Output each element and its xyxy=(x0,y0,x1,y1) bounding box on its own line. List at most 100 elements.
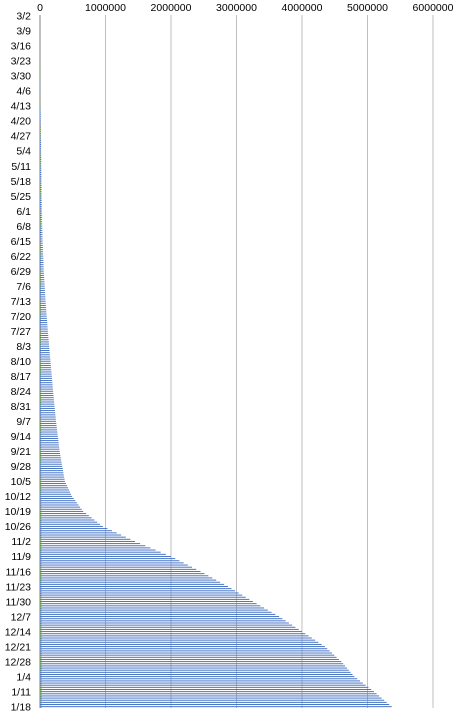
y-tick-label: 4/20 xyxy=(11,116,32,128)
bar xyxy=(40,292,46,294)
bar-secondary xyxy=(40,640,42,642)
bar xyxy=(40,317,47,319)
y-tick-label: 7/13 xyxy=(11,296,32,308)
y-tick-label: 12/28 xyxy=(5,656,31,668)
bar xyxy=(40,225,43,227)
y-tick-label: 10/19 xyxy=(5,506,31,518)
bar xyxy=(40,562,184,564)
y-tick-label: 7/27 xyxy=(11,326,32,338)
bar-secondary xyxy=(40,396,42,397)
bar xyxy=(40,144,42,146)
bar-secondary xyxy=(40,361,42,363)
bar xyxy=(40,673,353,675)
bar-secondary xyxy=(40,571,42,573)
bar xyxy=(40,586,228,587)
bar xyxy=(40,176,42,178)
bar xyxy=(40,384,53,386)
bar-secondary xyxy=(40,629,42,631)
y-tick-label: 12/14 xyxy=(5,626,31,638)
bar xyxy=(40,433,58,435)
bar xyxy=(40,463,62,465)
y-tick-label: 5/4 xyxy=(16,146,31,158)
gridlines xyxy=(39,15,434,708)
bar xyxy=(40,309,47,311)
bar xyxy=(40,549,156,551)
bar xyxy=(40,195,42,197)
bar-secondary xyxy=(40,342,41,344)
bar-secondary xyxy=(40,700,42,702)
bar-secondary xyxy=(40,323,41,324)
bar-secondary xyxy=(40,451,42,453)
bar xyxy=(40,167,42,169)
bar xyxy=(40,442,59,444)
bar xyxy=(40,395,54,397)
bar-secondary xyxy=(40,468,42,470)
bar-secondary xyxy=(40,335,41,337)
bar xyxy=(40,206,42,208)
bar-secondary xyxy=(40,408,42,410)
y-tick-label: 4/6 xyxy=(16,86,31,98)
bar xyxy=(40,171,42,173)
bar-secondary xyxy=(40,447,42,449)
bar xyxy=(40,159,42,161)
y-tick-label: 8/31 xyxy=(11,401,32,413)
bar-secondary xyxy=(40,254,41,256)
bars xyxy=(40,16,392,708)
bar-secondary xyxy=(40,346,42,348)
bar xyxy=(40,156,42,158)
bar xyxy=(40,124,41,126)
bar-secondary xyxy=(40,190,41,191)
bar-secondary xyxy=(40,698,42,700)
bar xyxy=(40,362,51,364)
bar-secondary xyxy=(40,303,41,305)
bar-secondary xyxy=(40,589,42,590)
bar xyxy=(40,682,363,684)
bar-secondary xyxy=(40,320,41,322)
bar xyxy=(40,401,55,403)
bar xyxy=(40,332,49,334)
bar-secondary xyxy=(40,275,41,277)
bar-secondary xyxy=(40,310,41,311)
bar-secondary xyxy=(40,664,42,665)
bar-secondary xyxy=(40,237,41,238)
bar-secondary xyxy=(40,659,42,661)
bar xyxy=(40,450,60,452)
bar-secondary xyxy=(40,260,41,262)
bar-secondary xyxy=(40,413,42,414)
bar-secondary xyxy=(40,520,42,522)
bar-secondary xyxy=(40,355,42,356)
bar xyxy=(40,322,48,324)
bar-secondary xyxy=(40,385,42,386)
bar-secondary xyxy=(40,419,42,421)
bar-secondary xyxy=(40,674,42,676)
bar xyxy=(40,118,41,120)
bar xyxy=(40,277,45,279)
bar xyxy=(40,446,60,448)
bar xyxy=(40,579,217,581)
bar-secondary xyxy=(40,404,42,406)
bar xyxy=(40,667,347,669)
bar-secondary xyxy=(40,155,41,157)
y-tick-label: 9/21 xyxy=(11,446,32,458)
bar xyxy=(40,298,46,300)
bar xyxy=(40,255,44,257)
bar xyxy=(40,699,385,701)
y-tick-label: 9/28 xyxy=(11,461,32,473)
bar xyxy=(40,502,77,504)
bar-secondary xyxy=(40,438,42,440)
bar xyxy=(40,186,42,188)
y-tick-label: 6/1 xyxy=(16,206,31,218)
bar xyxy=(40,566,193,568)
bar xyxy=(40,264,44,266)
bar-secondary xyxy=(40,312,41,314)
bar xyxy=(40,319,48,321)
bar-secondary xyxy=(40,222,41,223)
bar-secondary xyxy=(40,511,42,513)
bar xyxy=(40,388,53,390)
bar xyxy=(40,324,48,326)
bar xyxy=(40,523,101,525)
bar xyxy=(40,296,46,298)
bar-secondary xyxy=(40,376,42,378)
bar-secondary xyxy=(40,516,42,517)
bar-secondary xyxy=(40,406,42,408)
